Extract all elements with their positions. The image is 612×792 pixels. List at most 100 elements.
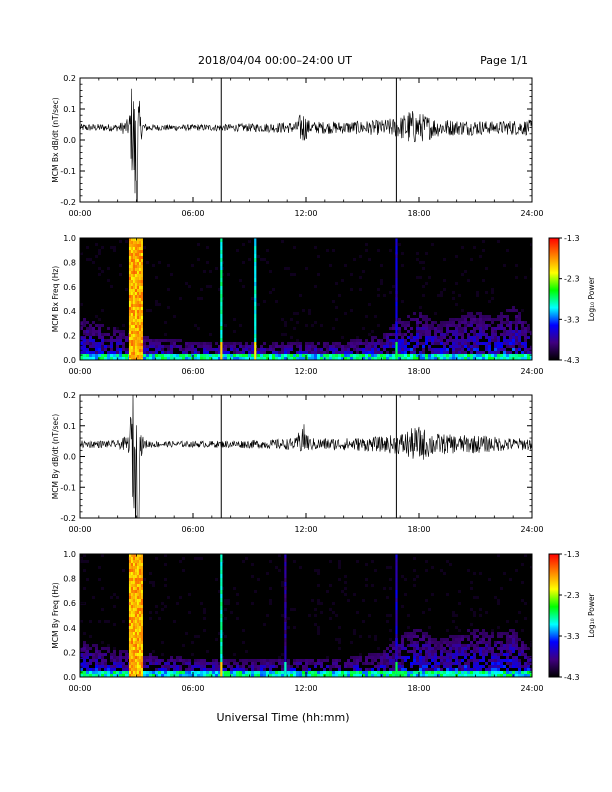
spectrogram-cell (506, 653, 509, 656)
spectrogram-cell (248, 351, 251, 354)
spectrogram-cell (467, 662, 470, 665)
spectrogram-cell (245, 354, 248, 357)
spectrogram-cell (425, 656, 428, 659)
broadband-band-cell (134, 325, 137, 328)
spectrogram-cell (119, 273, 122, 276)
spectral-spike (220, 554, 223, 558)
spectrogram-cell (338, 668, 341, 671)
spectrogram-cell (491, 659, 494, 662)
spectrogram-cell (377, 339, 380, 342)
spectrogram-cell (374, 351, 377, 354)
spectrogram-cell (347, 599, 350, 602)
spectrogram-cell (326, 665, 329, 668)
spectrogram-cell (305, 665, 308, 668)
spectrogram-cell (524, 671, 527, 674)
spectrogram-cell (287, 348, 290, 351)
broadband-band-cell (134, 659, 137, 662)
spectrogram-cell (467, 339, 470, 342)
spectrogram-cell (380, 659, 383, 662)
spectrogram-cell (500, 650, 503, 653)
spectrogram-cell (182, 354, 185, 357)
spectrogram-cell (365, 656, 368, 659)
spectrogram-cell (341, 351, 344, 354)
spectrogram-cell (449, 656, 452, 659)
broadband-band-cell (130, 578, 133, 581)
spectrogram-cell (428, 276, 431, 279)
spectrogram-cell (98, 662, 101, 665)
spectrogram-cell (473, 644, 476, 647)
broadband-band-cell (136, 611, 139, 614)
spectrogram-cell (347, 351, 350, 354)
spectrogram-cell (107, 650, 110, 653)
spectrogram-cell (188, 593, 191, 596)
spectrogram-cell (401, 665, 404, 668)
spectrogram-cell (401, 321, 404, 324)
spectrogram-cell (179, 671, 182, 674)
broadband-band-cell (138, 662, 141, 665)
spectrogram-cell (461, 671, 464, 674)
spectrogram-cell (371, 351, 374, 354)
spectrogram-cell (149, 671, 152, 674)
spectral-spike (220, 358, 223, 360)
spectrogram-cell (311, 324, 314, 327)
broadband-band-cell (130, 346, 133, 349)
spectrogram-cell (197, 297, 200, 300)
spectrogram-cell (515, 324, 518, 327)
broadband-band-cell (132, 566, 135, 569)
spectrogram-cell (146, 339, 149, 342)
broadband-band-cell (128, 241, 131, 244)
spectrogram-cell (200, 297, 203, 300)
spectrogram-cell (290, 336, 293, 339)
spectrogram-cell (143, 354, 146, 357)
spectrogram-cell (113, 605, 116, 608)
spectrogram-cell (530, 345, 532, 348)
spectrogram-cell (440, 569, 443, 572)
spectrogram-cell (257, 659, 260, 662)
broadband-band-cell (128, 638, 131, 641)
spectrogram-cell (497, 318, 500, 321)
spectrogram-cell (524, 357, 527, 360)
spectrogram-cell (530, 644, 532, 647)
spectrogram-cell (485, 345, 488, 348)
broadband-band-cell (140, 623, 143, 626)
spectrogram-cell (254, 671, 257, 674)
spectrogram-cell (146, 309, 149, 312)
broadband-band-cell (140, 560, 143, 563)
spectrogram-cell (329, 584, 332, 587)
broadband-band-cell (132, 244, 135, 247)
spectrogram-cell (155, 354, 158, 357)
spectrogram-cell (311, 342, 314, 345)
spectral-spike (395, 670, 398, 674)
broadband-band-cell (132, 584, 135, 587)
spectrogram-cell (182, 671, 185, 674)
spectrogram-cell (461, 668, 464, 671)
spectrogram-cell (119, 659, 122, 662)
spectrogram-cell (275, 665, 278, 668)
spectrogram-cell (446, 593, 449, 596)
spectrogram-cell (203, 659, 206, 662)
spectral-spike (220, 278, 223, 282)
broadband-band-cell (140, 578, 143, 581)
spectrogram-cell (467, 653, 470, 656)
spectrogram-cell (236, 593, 239, 596)
spectrogram-cell (497, 659, 500, 662)
spectral-spike (284, 554, 287, 558)
spectrogram-cell (98, 357, 101, 360)
spectrogram-cell (170, 357, 173, 360)
spectrogram-cell (89, 336, 92, 339)
spectrogram-cell (416, 674, 419, 677)
spectrogram-cell (224, 635, 227, 638)
spectrogram-cell (416, 342, 419, 345)
spectrogram-cell (518, 611, 521, 614)
broadband-band-cell (130, 268, 133, 271)
spectrogram-cell (476, 635, 479, 638)
spectrogram-cell (437, 647, 440, 650)
spectrogram-cell (497, 656, 500, 659)
spectrogram-cell (428, 626, 431, 629)
broadband-band-cell (136, 614, 139, 617)
spectrogram-cell (119, 240, 122, 243)
spectrogram-cell (518, 312, 521, 315)
broadband-band-cell (138, 623, 141, 626)
spectrogram-cell (455, 345, 458, 348)
spectrogram-cell (272, 662, 275, 665)
